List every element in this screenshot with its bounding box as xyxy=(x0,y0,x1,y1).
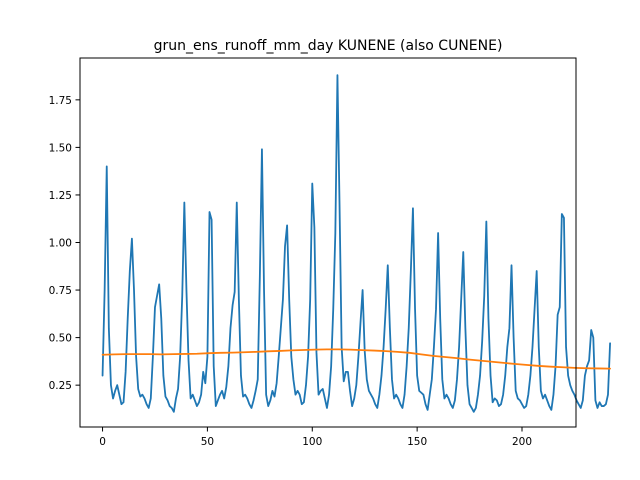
x-tick-label: 200 xyxy=(512,436,532,448)
plot-frame xyxy=(79,57,577,428)
x-tick-label: 100 xyxy=(302,436,322,448)
y-tick-label: 1.75 xyxy=(49,95,72,107)
chart-title: grun_ens_runoff_mm_day KUNENE (also CUNE… xyxy=(154,38,503,54)
y-tick-label: 1.25 xyxy=(49,190,72,202)
y-tick-label: 0.25 xyxy=(49,380,72,392)
x-tick-label: 0 xyxy=(99,436,106,448)
y-tick-label: 0.50 xyxy=(49,333,72,345)
y-axis: 0.25 0.50 0.75 1.00 1.25 1.50 1.75 xyxy=(49,95,80,392)
series-line-trend xyxy=(101,348,611,370)
series-layer xyxy=(101,74,611,413)
plot-area xyxy=(80,58,576,427)
y-tick-label: 0.75 xyxy=(49,285,72,297)
x-tick-label: 150 xyxy=(407,436,427,448)
series-line-runoff xyxy=(101,74,611,413)
y-tick-label: 1.00 xyxy=(49,238,72,250)
x-tick-label: 50 xyxy=(201,436,214,448)
x-axis: 0 50 100 150 200 xyxy=(99,427,532,448)
y-tick-label: 1.50 xyxy=(49,142,72,154)
